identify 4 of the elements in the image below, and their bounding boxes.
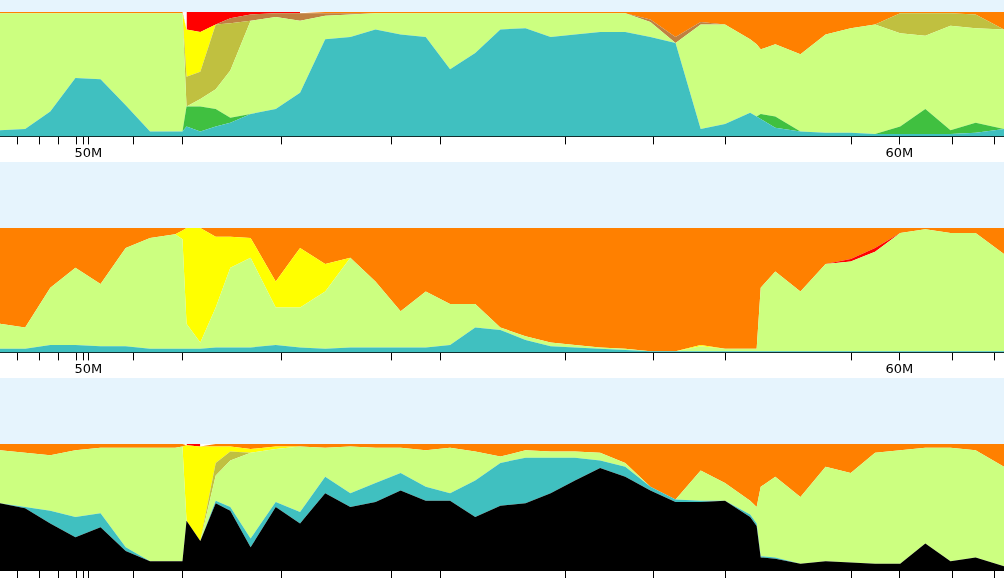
- x-tick-label: 60M: [885, 360, 914, 376]
- x-tick-label: 50M: [74, 360, 103, 376]
- x-tick-label: 50M: [74, 144, 103, 160]
- x-tick-label: 60M: [885, 144, 914, 160]
